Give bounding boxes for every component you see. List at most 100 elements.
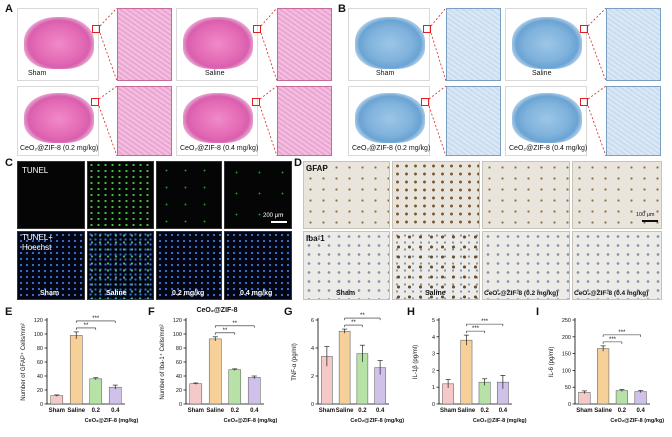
panel-label-e: E bbox=[5, 306, 13, 318]
chart-g-ytick-label: 4 bbox=[311, 346, 314, 352]
chart-f-group-label: CeO₂@ZIF-8 (mg/kg) bbox=[224, 418, 278, 424]
chart-e-sig-label: ** bbox=[84, 323, 89, 329]
group-label: Saline bbox=[425, 290, 446, 297]
roi-box bbox=[91, 98, 99, 106]
tile-label: CeO₂@ZIF-8 (0.4 mg/kg) bbox=[180, 145, 259, 152]
chart-g-xtick-label: 0.2 bbox=[358, 408, 367, 414]
chart-g-ytick-label: 0 bbox=[311, 402, 314, 408]
nissl-zoom-saline bbox=[606, 8, 661, 81]
chart-e-group-label: CeO₂@ZIF-8 (mg/kg) bbox=[85, 418, 139, 424]
panel-label-i: I bbox=[536, 306, 540, 318]
chart-f-sig-label: ** bbox=[223, 328, 228, 334]
tile-label: CeO₂@ZIF-8 (0.4 mg/kg) bbox=[509, 145, 588, 152]
merge-0-2 bbox=[156, 231, 222, 300]
scale-bar-label: 200 μm bbox=[263, 213, 284, 219]
chart-f-ytick-label: 0 bbox=[179, 402, 182, 408]
iba1-0-2 bbox=[482, 231, 570, 300]
chart-h-xtick-label: 0.2 bbox=[480, 408, 489, 414]
chart-g-bar bbox=[338, 330, 351, 405]
chart-f-xtick-label: 0.4 bbox=[250, 408, 259, 414]
chart-f-ytick-label: 80 bbox=[176, 346, 182, 352]
chart-i-bar bbox=[634, 391, 647, 405]
chart-g-ytick-label: 2 bbox=[311, 374, 314, 380]
chart-h-ytick-label: 1 bbox=[432, 385, 435, 391]
chart-f-ytick-label: 120 bbox=[173, 318, 182, 324]
group-label: Sham bbox=[336, 290, 356, 297]
nissl-slice-sham bbox=[348, 8, 430, 81]
chart-e-bar bbox=[50, 395, 64, 405]
nissl-zoom-0-2 bbox=[446, 86, 501, 156]
chart-e-ytick-label: 120 bbox=[34, 318, 43, 324]
tile-label: Sham bbox=[28, 70, 47, 77]
panel-label-g: G bbox=[284, 306, 293, 318]
zoom-0-4 bbox=[277, 86, 332, 156]
chart-i-xtick-label: 0.2 bbox=[618, 408, 627, 414]
merge-sham bbox=[17, 231, 85, 300]
row-label-merge-2: Hoechst bbox=[22, 243, 52, 252]
chart-e-xtick-label: Sham bbox=[49, 408, 65, 414]
chart-f-sig-label: ** bbox=[232, 321, 237, 327]
tunel-saline bbox=[87, 161, 154, 229]
chart-e-sig-label: *** bbox=[92, 316, 100, 322]
chart-e-ytick-label: 60 bbox=[37, 360, 43, 366]
chart-i-ytick-label: 0 bbox=[568, 402, 571, 408]
gfap-0-4 bbox=[572, 161, 662, 229]
roi-box bbox=[421, 98, 429, 106]
panel-label-d: D bbox=[294, 157, 302, 169]
panel-label-f: F bbox=[148, 306, 155, 318]
panel-label-b: B bbox=[338, 3, 346, 15]
chart-f-xtick-label: Saline bbox=[206, 408, 224, 414]
chart-f-ytick-label: 40 bbox=[176, 374, 182, 380]
iba1-0-4 bbox=[572, 231, 662, 300]
brain-slice-0-2 bbox=[17, 86, 99, 156]
chart-f-ytick-label: 20 bbox=[176, 388, 182, 394]
panel-label-h: H bbox=[407, 306, 415, 318]
chart-i-ytick-label: 50 bbox=[565, 385, 571, 391]
chart-h-xtick-label: Sham bbox=[440, 408, 456, 414]
chart-h-sig-label: *** bbox=[481, 319, 489, 325]
chart-i-xtick-label: Sham bbox=[576, 408, 592, 414]
chart-g-xtick-label: Saline bbox=[336, 408, 354, 414]
tile-label: CeO₂@ZIF-8 (0.2 mg/kg) bbox=[352, 145, 431, 152]
chart-e-ytick-label: 100 bbox=[34, 332, 43, 338]
tile-label: Sham bbox=[376, 70, 395, 77]
brain-slice-0-4 bbox=[176, 86, 258, 156]
chart-e-xtick-label: Saline bbox=[67, 408, 85, 414]
chart-g-sig-label: ** bbox=[360, 313, 365, 319]
chart-f-ytick-label: 60 bbox=[176, 360, 182, 366]
chart-f-ytick-label: 100 bbox=[173, 332, 182, 338]
group-label: Saline bbox=[106, 290, 127, 297]
chart-h-xtick-label: 0.4 bbox=[499, 408, 508, 414]
roi-box bbox=[580, 25, 588, 33]
chart-i-ytick-label: 200 bbox=[562, 335, 571, 341]
chart-e-bar bbox=[69, 335, 83, 405]
tunel-sham bbox=[17, 161, 85, 229]
nissl-zoom-sham bbox=[446, 8, 501, 81]
zoom-saline bbox=[277, 8, 332, 81]
chart-f-bar bbox=[228, 369, 242, 405]
chart-e-xtick-label: 0.2 bbox=[92, 408, 101, 414]
tunel-0-2 bbox=[156, 161, 222, 229]
chart-e-ytick-label: 0 bbox=[40, 402, 43, 408]
chart-i-sig-label: *** bbox=[609, 337, 617, 343]
chart-i-bar bbox=[578, 391, 591, 405]
chart-i-ytick-label: 100 bbox=[562, 368, 571, 374]
row-label-iba1: Iba-1 bbox=[306, 234, 325, 243]
chart-g-sig-label: ** bbox=[351, 320, 356, 326]
chart-i-bar bbox=[615, 390, 628, 405]
chart-f-ylabel: Number of Iba-1⁺ Cells/mm² bbox=[159, 324, 166, 399]
roi-box bbox=[580, 98, 588, 106]
chart-g-group-label: CeO₂@ZIF-8 (mg/kg) bbox=[350, 418, 404, 424]
roi-box bbox=[423, 25, 431, 33]
chart-e-bar bbox=[108, 386, 122, 405]
row-label-merge-1: TUNEL+ bbox=[22, 233, 53, 242]
chart-h-ytick-label: 3 bbox=[432, 352, 435, 358]
group-label: 0.4 mg/kg bbox=[240, 290, 273, 297]
chart-h-group-label: CeO₂@ZIF-8 (mg/kg) bbox=[473, 418, 527, 424]
nissl-slice-0-2 bbox=[348, 86, 430, 156]
chart-f-title: CeO₂@ZIF-8 bbox=[196, 307, 237, 314]
tunel-0-4 bbox=[224, 161, 292, 229]
chart-h-bar bbox=[460, 339, 473, 405]
chart-f-xtick-label: Sham bbox=[188, 408, 204, 414]
